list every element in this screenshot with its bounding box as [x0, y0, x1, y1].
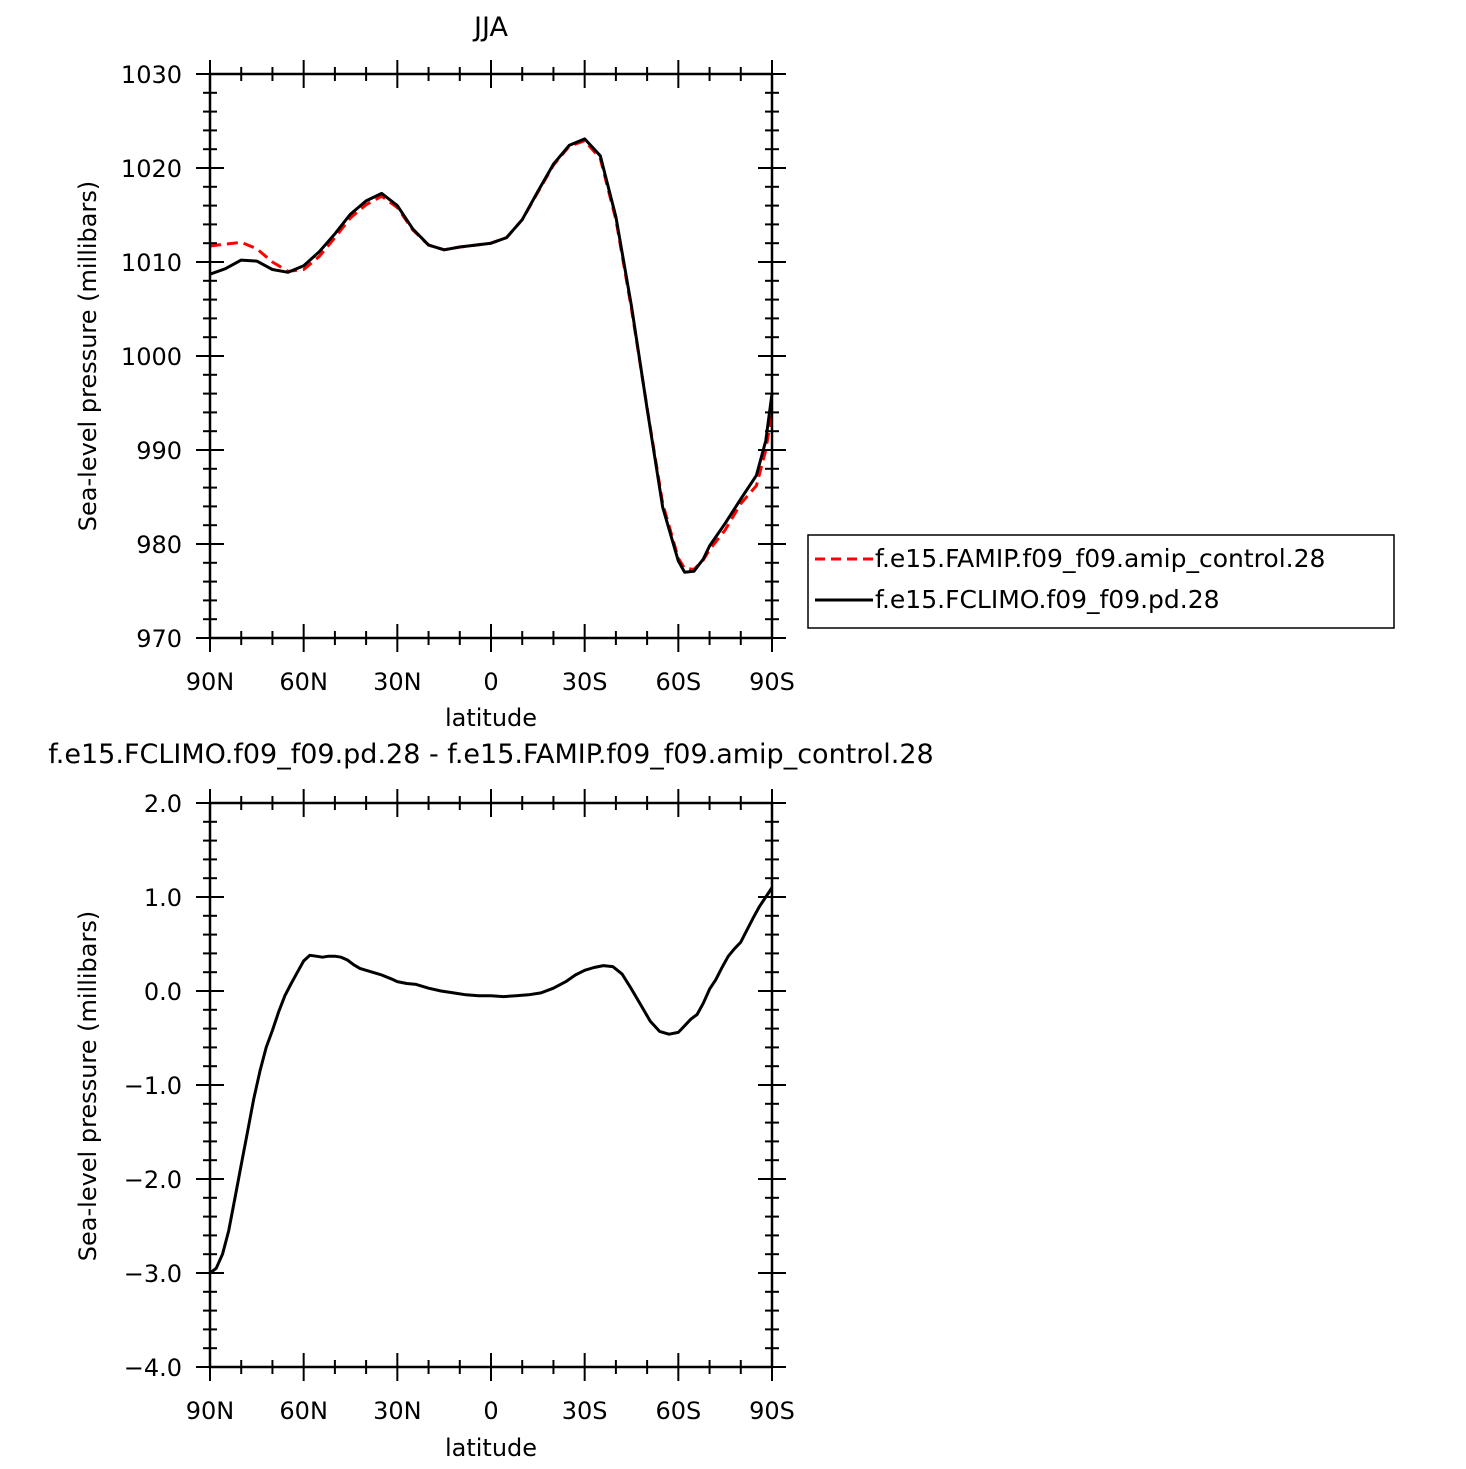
series-line-0 — [209, 886, 774, 1275]
y-tick-label: 1030 — [121, 61, 182, 89]
y-tick-label: 1010 — [121, 249, 182, 277]
plot-frame — [208, 72, 774, 640]
axes: 90N 60N 30N 0 30S 60S 90S 970 980 990 1000 1010 1020… — [121, 60, 795, 696]
axes: 90N 60N 30N 0 30S 60S 90S −4.0 −3.0 −2.0 −1.0 0.0 1.… — [124, 789, 795, 1425]
x-tick-label: 90S — [749, 1397, 795, 1425]
chart-title: f.e15.FCLIMO.f09_f09.pd.28 - f.e15.FAMIP… — [48, 739, 933, 770]
y-tick-label: 2.0 — [144, 790, 182, 818]
y-tick-label: 1020 — [121, 155, 182, 183]
x-tick-label: 30S — [562, 1397, 608, 1425]
x-tick-label: 90N — [186, 1397, 235, 1425]
legend-label-fclimo: f.e15.FCLIMO.f09_f09.pd.28 — [875, 585, 1220, 614]
x-tick-label: 60S — [655, 1397, 701, 1425]
x-tick-label: 60N — [279, 668, 328, 696]
y-tick-label: −3.0 — [124, 1260, 182, 1288]
y-tick-label: 1000 — [121, 343, 182, 371]
series-group — [209, 137, 774, 574]
y-tick-label: −4.0 — [124, 1354, 182, 1382]
x-tick-label: 0 — [483, 668, 498, 696]
legend: f.e15.FAMIP.f09_f09.amip_control.28 f.e1… — [807, 534, 1395, 629]
y-axis-label: Sea-level pressure (millibars) — [74, 181, 102, 531]
y-tick-label: 990 — [136, 437, 182, 465]
x-tick-label: 60N — [279, 1397, 328, 1425]
y-tick-label: 980 — [136, 531, 182, 559]
x-tick-label: 0 — [483, 1397, 498, 1425]
y-tick-label: 0.0 — [144, 978, 182, 1006]
y-axis-label: Sea-level pressure (millibars) — [74, 911, 102, 1261]
series-line-1 — [209, 137, 774, 574]
chart-title: JJA — [472, 12, 508, 43]
legend-box — [807, 534, 1395, 629]
x-tick-label: 60S — [655, 668, 701, 696]
x-tick-label: 30S — [562, 668, 608, 696]
x-axis-label: latitude — [445, 1434, 537, 1462]
x-tick-label: 90S — [749, 668, 795, 696]
y-tick-label: 1.0 — [144, 884, 182, 912]
plot-frame — [208, 801, 774, 1369]
series-group — [209, 886, 774, 1275]
x-tick-label: 30N — [373, 1397, 422, 1425]
x-tick-label: 90N — [186, 668, 235, 696]
bottom-chart: f.e15.FCLIMO.f09_f09.pd.28 - f.e15.FAMIP… — [48, 739, 933, 1462]
x-axis-label: latitude — [445, 704, 537, 732]
y-tick-label: 970 — [136, 625, 182, 653]
series-line-0 — [209, 139, 774, 571]
legend-label-amip: f.e15.FAMIP.f09_f09.amip_control.28 — [875, 544, 1325, 573]
top-chart: JJA 90N 60N 30N 0 30S 60S 90S 970 980 990 1000 1010… — [74, 12, 795, 732]
x-tick-label: 30N — [373, 668, 422, 696]
y-tick-label: −2.0 — [124, 1166, 182, 1194]
y-tick-label: −1.0 — [124, 1072, 182, 1100]
